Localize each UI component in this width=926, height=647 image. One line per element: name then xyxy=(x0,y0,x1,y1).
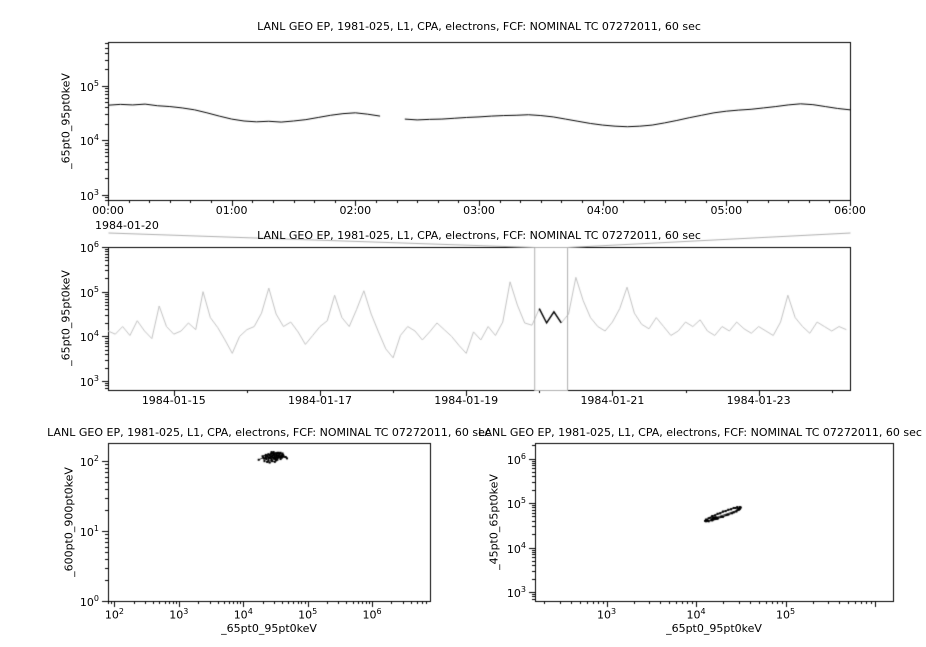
x-tick-label: 103 xyxy=(597,607,617,622)
chart3-y-axis-label: _600pt0_900pt0keV xyxy=(62,467,76,577)
y-tick-label: 105 xyxy=(79,284,99,300)
x-tick-label: 01:00 xyxy=(215,204,248,217)
chart2-title: LANL GEO EP, 1981-025, L1, CPA, electron… xyxy=(257,229,701,242)
x-tick-label: 06:00 xyxy=(834,204,866,217)
y-tick-label: 102 xyxy=(79,454,99,469)
chart4-title: LANL GEO EP, 1981-025, L1, CPA, electron… xyxy=(478,426,922,439)
y-tick-label: 104 xyxy=(506,540,526,556)
chart3-title: LANL GEO EP, 1981-025, L1, CPA, electron… xyxy=(47,426,491,439)
chart1-date-label: 1984-01-20 xyxy=(95,219,159,232)
y-tick-label: 103 xyxy=(506,585,526,600)
x-tick-label: 03:00 xyxy=(463,204,495,217)
chart4-y-axis-label: _45pt0_65pt0keV xyxy=(487,474,501,570)
x-tick-label: 104 xyxy=(686,607,706,622)
y-tick-label: 106 xyxy=(506,451,526,467)
x-tick-label: 1984-01-23 xyxy=(726,394,791,407)
x-tick-label: 05:00 xyxy=(710,204,743,217)
chart1-title: LANL GEO EP, 1981-025, L1, CPA, electron… xyxy=(257,20,701,33)
y-tick-label: 104 xyxy=(79,329,99,345)
x-tick-label: 04:00 xyxy=(586,204,619,217)
y-tick-label: 103 xyxy=(79,374,99,389)
x-tick-label: 102 xyxy=(104,607,124,622)
x-tick-label: 1984-01-17 xyxy=(288,394,352,407)
x-tick-label: 1984-01-19 xyxy=(434,394,499,407)
chart1-y-axis-label: _65pt0_95pt0keV xyxy=(59,73,73,169)
y-tick-label: 106 xyxy=(79,240,99,255)
y-tick-label: 104 xyxy=(79,133,99,148)
x-tick-label: 105 xyxy=(298,607,318,622)
y-tick-label: 105 xyxy=(506,496,526,511)
x-tick-label: 103 xyxy=(169,607,189,622)
y-tick-label: 103 xyxy=(79,187,99,203)
x-tick-label: 1984-01-21 xyxy=(580,394,645,407)
y-tick-label: 100 xyxy=(79,594,99,609)
x-tick-label: 104 xyxy=(233,607,253,622)
y-tick-label: 105 xyxy=(79,78,99,94)
chart2-y-axis-label: _65pt0_95pt0keV xyxy=(59,270,73,366)
chart4-x-axis-label: _65pt0_95pt0keV xyxy=(666,622,762,635)
x-tick-label: 00:00 xyxy=(92,204,124,217)
x-tick-label: 02:00 xyxy=(339,204,372,217)
chart3-x-axis-label: _65pt0_95pt0keV xyxy=(221,622,317,635)
x-tick-label: 1984-01-15 xyxy=(141,394,206,407)
y-tick-label: 101 xyxy=(79,524,99,539)
x-tick-label: 106 xyxy=(362,607,382,622)
x-tick-label: 105 xyxy=(776,607,796,622)
